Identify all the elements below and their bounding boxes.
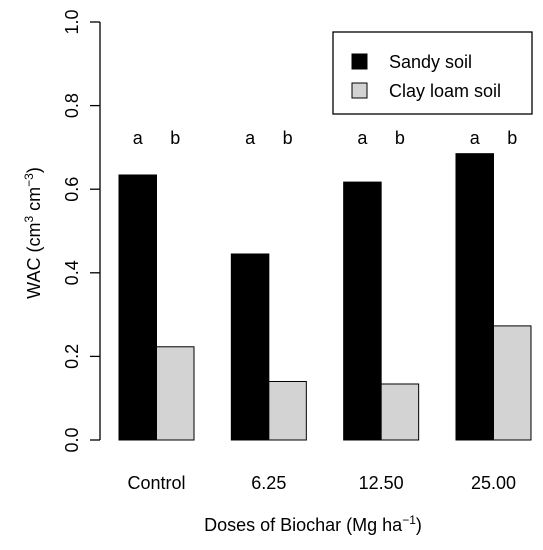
significance-letter: a xyxy=(470,128,481,148)
bar-sandy-soil xyxy=(230,253,270,441)
x-tick-label: 12.50 xyxy=(359,473,404,493)
legend-swatch-clay-loam-soil xyxy=(351,82,368,99)
x-tick-label: 6.25 xyxy=(251,473,286,493)
legend: Sandy soil Clay loam soil xyxy=(332,31,533,115)
significance-letter: b xyxy=(170,128,180,148)
significance-letter: b xyxy=(283,128,293,148)
bar-clay-loam-soil xyxy=(268,380,307,441)
y-tick-label: 0.2 xyxy=(62,344,82,369)
significance-letter: b xyxy=(395,128,405,148)
y-axis-title: WAC (cm3 cm−3) xyxy=(22,167,44,299)
bars xyxy=(118,153,532,441)
legend-label-sandy-soil: Sandy soil xyxy=(389,52,472,72)
significance-letter: a xyxy=(133,128,144,148)
legend-label-clay-loam-soil: Clay loam soil xyxy=(389,81,501,101)
y-tick-label: 0.0 xyxy=(62,427,82,452)
legend-box xyxy=(332,31,533,115)
bar-sandy-soil xyxy=(455,153,494,441)
bar-sandy-soil xyxy=(343,181,382,441)
legend-swatch-sandy-soil xyxy=(351,53,368,70)
bar-clay-loam-soil xyxy=(492,325,532,441)
x-axis-title: Doses of Biochar (Mg ha−1) xyxy=(204,513,422,535)
y-tick-label: 1.0 xyxy=(62,9,82,34)
bar-sandy-soil xyxy=(118,174,157,441)
bar-clay-loam-soil xyxy=(156,346,195,441)
y-tick-label: 0.8 xyxy=(62,93,82,118)
y-tick-label: 0.4 xyxy=(62,260,82,285)
x-tick-label: 25.00 xyxy=(471,473,516,493)
significance-letter: a xyxy=(357,128,368,148)
y-axis: 0.0 0.2 0.4 0.6 0.8 1.0 xyxy=(62,9,101,453)
y-tick-label: 0.6 xyxy=(62,177,82,202)
significance-letter: a xyxy=(245,128,256,148)
x-tick-label: Control xyxy=(127,473,185,493)
x-tick-labels: Control 6.25 12.50 25.00 xyxy=(127,473,516,493)
bar-clay-loam-soil xyxy=(380,383,420,441)
significance-letter: b xyxy=(507,128,517,148)
